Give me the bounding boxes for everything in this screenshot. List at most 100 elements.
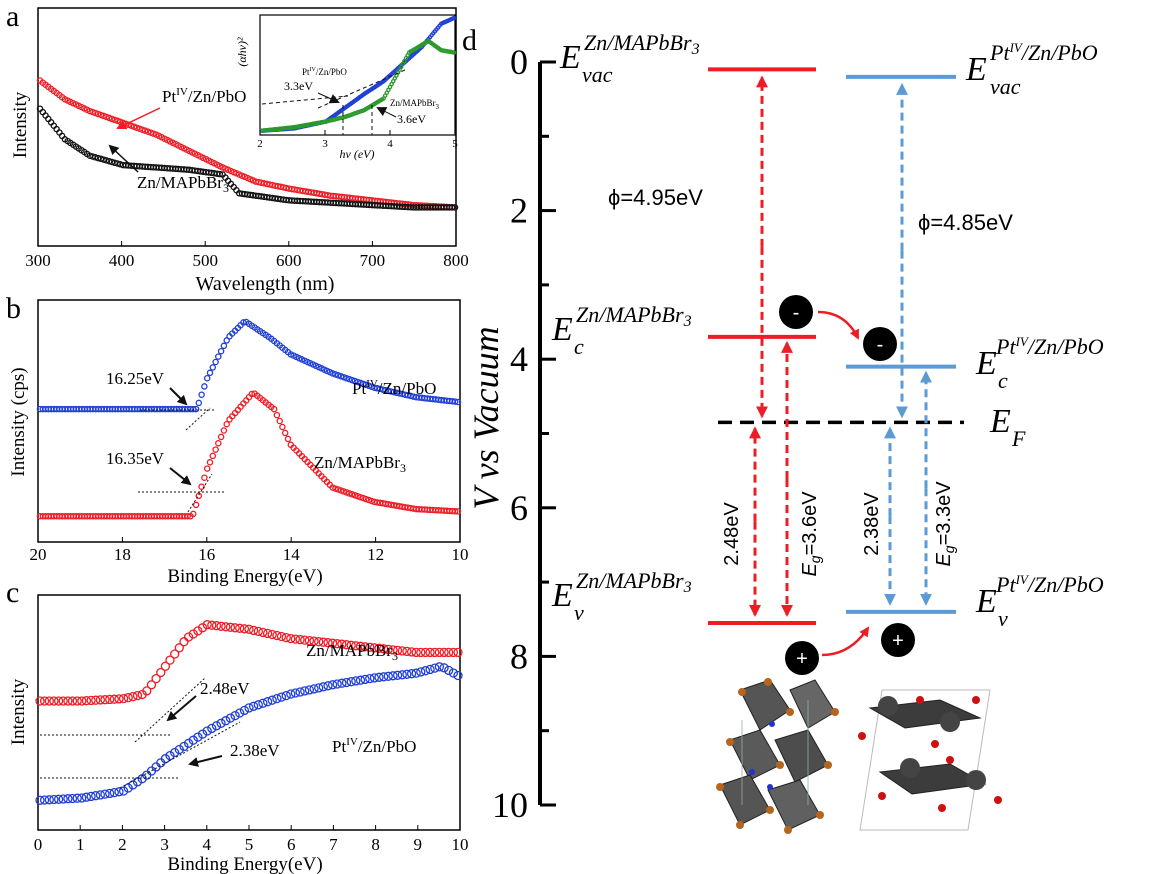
panel-d-ytick-label: 0 xyxy=(510,42,528,82)
panel-letter-c: c xyxy=(6,576,19,609)
inset-x-tick-label: 2 xyxy=(257,138,263,150)
panel-a-x-tick-label: 700 xyxy=(360,251,386,270)
panel-c-point xyxy=(379,644,389,654)
panel-b-point xyxy=(396,390,403,397)
panel-c-point xyxy=(360,642,370,652)
panel-c-point xyxy=(211,721,222,731)
panel-c-point xyxy=(337,678,347,688)
svg-text:E: E xyxy=(551,577,573,614)
panel-c-point xyxy=(383,671,393,681)
panel-b-point xyxy=(348,376,356,384)
panel-c-point xyxy=(355,641,366,651)
panel-a-point xyxy=(216,170,224,178)
panel-b-ann2: 16.35eV xyxy=(106,449,165,468)
panel-c-point xyxy=(53,794,64,804)
svg-text:E: E xyxy=(975,345,997,382)
svg-text:PtIV/Zn/PbO: PtIV/Zn/PbO xyxy=(162,86,246,106)
panel-b-series-1 xyxy=(36,390,462,520)
panel-c-x-tick-label: 0 xyxy=(34,835,43,854)
inset-x-tick-label: 3 xyxy=(322,138,328,150)
panel-c-point xyxy=(272,693,282,704)
panel-c-point xyxy=(128,780,138,790)
panel-b-point xyxy=(195,492,203,500)
panel-c-point xyxy=(267,695,277,705)
panel-c-point xyxy=(374,672,384,682)
panel-c-point xyxy=(77,793,87,803)
panel-b-point xyxy=(201,474,208,481)
gap-left-vf: 2.48eV xyxy=(721,502,743,566)
panel-c-point xyxy=(374,643,384,653)
inset-ylabel: (αhv)² xyxy=(235,37,249,67)
panel-b-point xyxy=(203,465,211,472)
panel-b-point xyxy=(276,417,283,425)
panel-c-point xyxy=(35,795,45,805)
panel-b-x-tick-label: 16 xyxy=(198,545,215,564)
panel-c-point xyxy=(444,665,454,676)
panel-b-point xyxy=(223,420,230,428)
panel-c-point xyxy=(188,629,198,639)
panel-b-point xyxy=(357,493,364,501)
svg-text:E: E xyxy=(989,403,1011,440)
panel-b: 20 18 16 14 12 10 Binding Energy(eV) Intensit… xyxy=(8,299,469,587)
svg-text:PtIV/Zn/PbO: PtIV/Zn/PbO xyxy=(995,334,1104,359)
panel-c-point xyxy=(439,647,449,658)
panel-c-point xyxy=(202,620,212,630)
panel-b-point xyxy=(192,501,200,509)
panel-c-point xyxy=(132,690,143,701)
panel-c-point xyxy=(281,690,291,701)
panel-a-point xyxy=(86,107,94,115)
panel-c-point xyxy=(221,716,231,726)
panel-c-point xyxy=(197,729,208,739)
panel-c-point xyxy=(448,647,459,658)
svg-text:E: E xyxy=(559,39,581,76)
panel-c-point xyxy=(109,694,119,704)
panel-c-point xyxy=(207,620,217,630)
panel-c-point xyxy=(35,696,45,706)
panel-b-x-tick-label: 12 xyxy=(367,545,384,564)
panel-c-point xyxy=(411,647,421,658)
panel-c-point xyxy=(411,668,421,678)
panel-c-point xyxy=(267,629,277,640)
panel-c-point xyxy=(109,787,119,798)
svg-text:PtIV/Zn/PbO: PtIV/Zn/PbO xyxy=(352,378,436,398)
panel-b-point xyxy=(206,369,214,377)
svg-text:F: F xyxy=(1011,426,1026,451)
panel-c-point xyxy=(230,710,240,721)
panel-c-point xyxy=(179,637,189,647)
panel-c-point xyxy=(392,670,403,680)
panel-c-point xyxy=(207,723,217,734)
panel-b-point xyxy=(212,358,219,366)
inset-ann-3-6: 3.6eV xyxy=(397,112,426,126)
hole-right: + xyxy=(881,623,915,657)
panel-c-point xyxy=(369,673,380,683)
electron-right: - xyxy=(863,327,897,361)
svg-text:vac: vac xyxy=(582,62,613,87)
panel-c-point xyxy=(77,696,87,706)
panel-c-point xyxy=(258,698,268,708)
panel-b-point xyxy=(206,459,214,466)
panel-b-point xyxy=(454,398,462,406)
panel-c-point xyxy=(346,640,356,650)
panel-b-point xyxy=(332,485,339,492)
panel-c-point xyxy=(379,672,389,682)
panel-b-point xyxy=(248,390,256,398)
panel-c-point xyxy=(239,624,250,634)
panel-a-point xyxy=(86,152,94,159)
panel-a-point xyxy=(448,204,456,211)
panel-b-point xyxy=(368,497,375,505)
panel-b-point xyxy=(190,510,197,518)
panel-b-point xyxy=(373,385,381,392)
svg-text:+: + xyxy=(892,630,904,652)
panel-c-point xyxy=(174,643,184,653)
panel-c-point xyxy=(216,621,226,631)
panel-c-point xyxy=(221,622,231,632)
panel-c-point xyxy=(341,677,352,688)
panel-c-point xyxy=(444,647,454,658)
panel-c-point xyxy=(81,696,92,706)
panel-b-point xyxy=(351,492,359,499)
svg-text:E: E xyxy=(551,311,573,348)
panel-c-point xyxy=(397,646,407,656)
panel-b-point xyxy=(220,342,228,350)
panel-c-point xyxy=(295,687,305,697)
